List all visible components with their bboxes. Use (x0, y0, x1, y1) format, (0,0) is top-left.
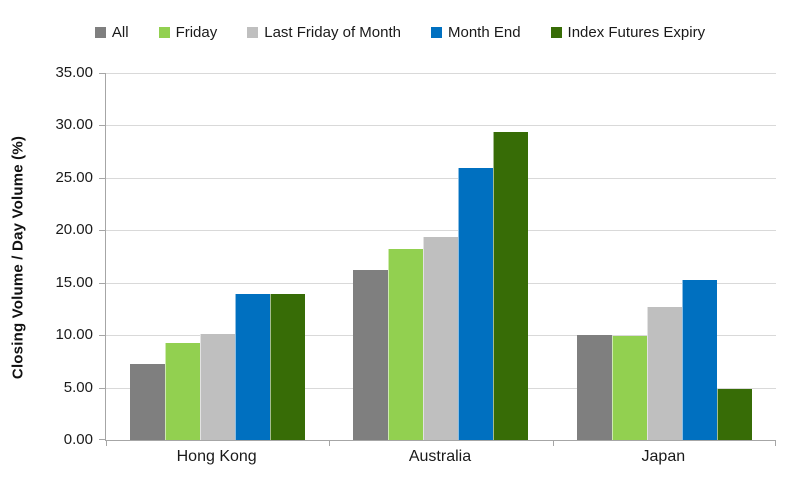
bar-group-hong-kong (106, 73, 329, 440)
bar-group-australia (329, 73, 552, 440)
legend-label: Index Futures Expiry (567, 24, 706, 41)
y-axis-tick (99, 282, 105, 284)
y-tick-label: 25.00 (55, 168, 93, 186)
legend-swatch-icon (247, 27, 259, 38)
bar-index-futures-expiry-australia (493, 131, 529, 440)
legend-item-4: Index Futures Expiry (550, 24, 706, 41)
bar-friday-australia (388, 249, 424, 440)
bar-friday-hong-kong (165, 342, 201, 440)
legend-swatch-icon (94, 27, 106, 38)
x-category-label: Japan (641, 448, 686, 465)
x-category-label: Hong Kong (176, 448, 257, 465)
gridline (106, 125, 776, 127)
bar-all-hong-kong (130, 363, 166, 440)
y-tick-label: 0.00 (63, 431, 93, 448)
x-axis-tick (106, 441, 107, 446)
y-tick-label: 20.00 (55, 221, 93, 239)
y-axis-tick (99, 177, 105, 179)
plot-area (99, 73, 776, 446)
legend-swatch-icon (158, 27, 170, 38)
y-tick-label: 35.00 (55, 64, 93, 81)
bar-all-australia (353, 270, 389, 440)
y-tick-label: 5.00 (63, 378, 93, 396)
bar-month-end-australia (458, 168, 494, 440)
legend-swatch-icon (430, 27, 442, 38)
y-axis-title: Closing Volume / Day Volume (%) (9, 135, 27, 380)
bar-index-futures-expiry-hong-kong (270, 294, 306, 440)
legend-label: All (111, 24, 129, 41)
legend-item-2: Last Friday of Month (247, 24, 401, 41)
bar-last-friday-of-month-hong-kong (200, 334, 236, 440)
y-axis-tick (99, 335, 105, 337)
legend-label: Friday (175, 24, 218, 41)
x-axis-tick (775, 441, 776, 446)
legend-label: Last Friday of Month (264, 24, 401, 41)
y-axis-tick (99, 387, 105, 389)
legend-item-0: All (94, 24, 129, 41)
legend-swatch-icon (550, 27, 562, 38)
gridline (106, 73, 776, 74)
bar-index-futures-expiry-japan (716, 388, 752, 440)
y-tick-label: 10.00 (55, 326, 93, 344)
bar-group-japan (553, 73, 776, 440)
legend-item-1: Friday (158, 24, 218, 41)
bar-last-friday-of-month-japan (646, 306, 682, 440)
chart-legend: All Friday Last Friday of Month Month End In… (0, 24, 800, 41)
bar-last-friday-of-month-australia (423, 236, 459, 440)
gridline (106, 177, 776, 179)
gridline (106, 230, 776, 232)
bar-friday-japan (611, 336, 647, 440)
y-axis-tick (99, 230, 105, 232)
legend-label: Month End (447, 24, 521, 41)
x-axis-tick (329, 441, 331, 446)
y-axis-tick (99, 125, 105, 127)
x-category-label: Australia (408, 448, 472, 465)
y-tick-label: 30.00 (55, 116, 93, 134)
bar-month-end-hong-kong (235, 294, 271, 440)
bar-month-end-japan (681, 279, 717, 440)
y-tick-label: 15.00 (55, 273, 93, 291)
y-axis-tick (99, 73, 105, 74)
bar-all-japan (576, 335, 612, 440)
legend-item-3: Month End (430, 24, 521, 41)
x-axis-tick (552, 441, 554, 446)
y-axis-tick (99, 439, 105, 440)
